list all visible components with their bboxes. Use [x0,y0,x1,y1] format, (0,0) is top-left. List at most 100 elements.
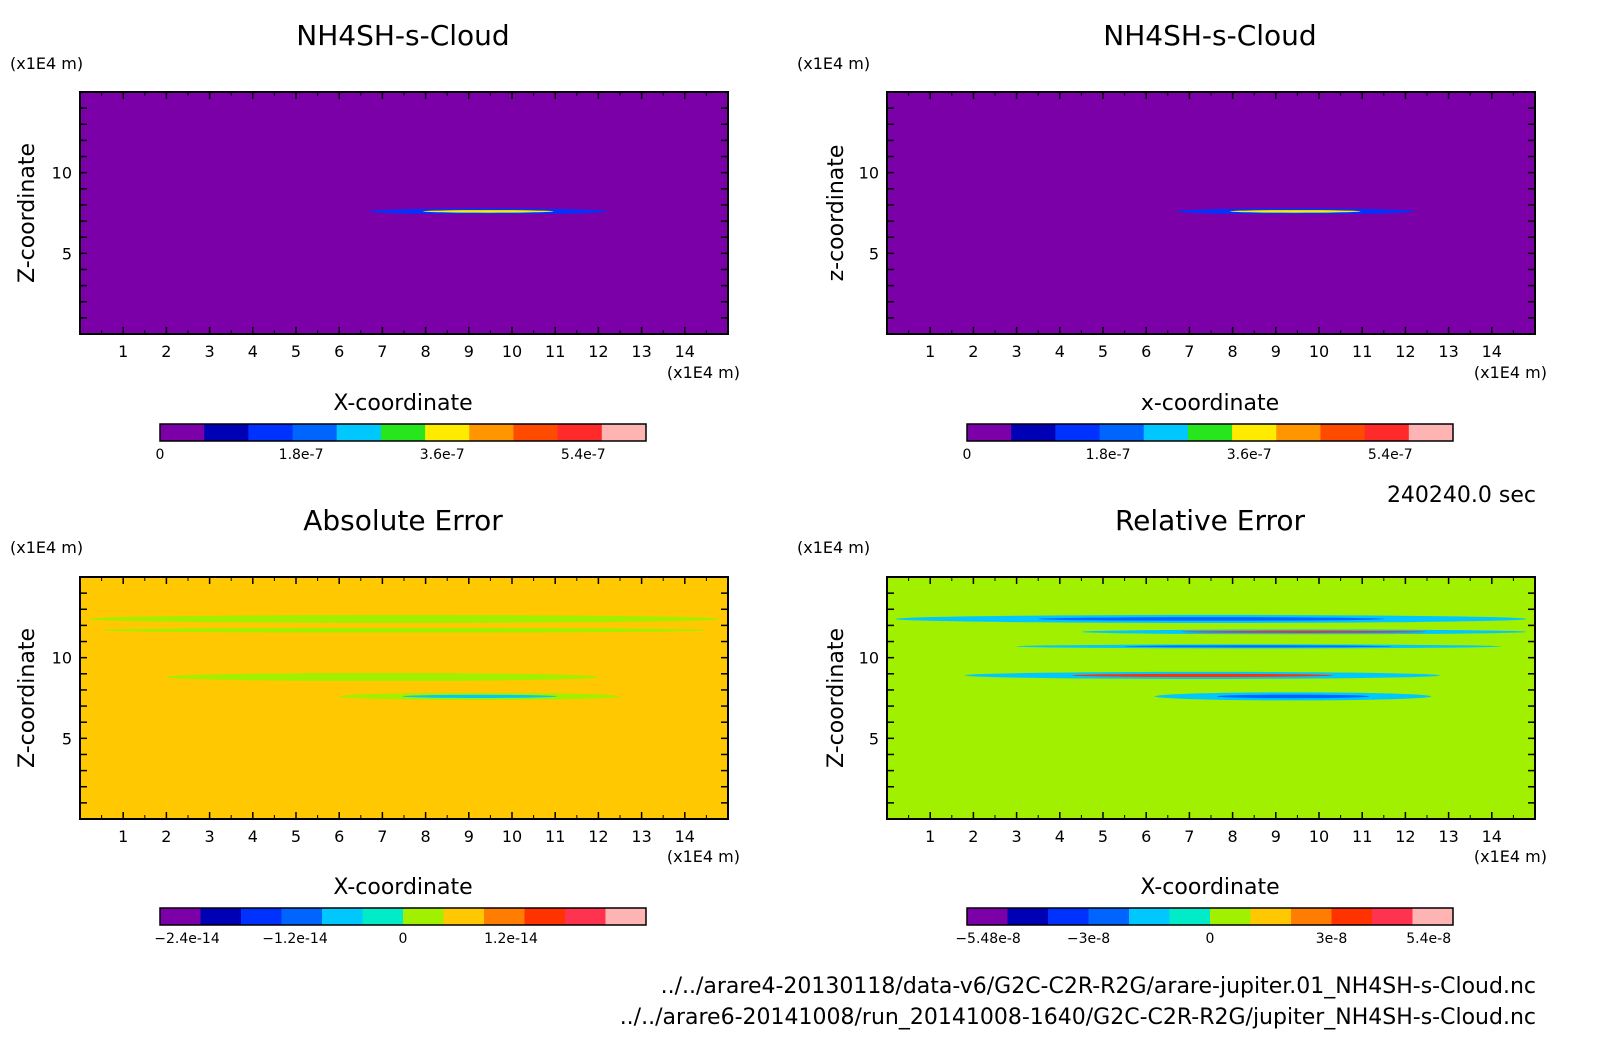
colorbar: −5.48e-8 −3e-8 0 3e-8 5.4e-8 [955,907,1454,947]
colorbar: 0 1.8e-7 3.6e-7 5.4e-7 [963,423,1454,463]
x-tick-label: 13 [1438,827,1458,846]
colorbar-swatch [1276,424,1321,441]
heatmap-feature-core [1229,210,1361,213]
panel-nh4sh-cloud-1: NH4SH-s-Cloud (x1E4 m) (x1E4 m) X-coordi… [10,19,740,463]
x-tick-label: 12 [588,342,608,361]
y-tick-label: 5 [62,729,72,748]
colorbar-swatch [443,908,485,925]
x-axis-label: X-coordinate [333,391,472,416]
x-tick-label: 6 [334,827,344,846]
colorbar-swatch [1331,908,1373,925]
colorbar-swatch [1007,908,1049,925]
colorbar-tick-label: 3.6e-7 [420,447,465,463]
x-tick-label: 3 [205,342,215,361]
colorbar-tick-label: −3e-8 [1067,931,1110,947]
colorbar-swatch [1143,424,1189,441]
colorbar-frame [966,907,1454,926]
x-tick-label: 9 [1271,342,1281,361]
y-unit-label: (x1E4 m) [797,538,870,557]
x-tick-label: 3 [1012,342,1022,361]
colorbar-swatch [1291,908,1332,925]
x-tick-label: 10 [502,827,522,846]
x-tick-label: 7 [377,827,387,846]
colorbar-swatch [1320,424,1366,441]
colorbar-swatch [322,908,363,925]
x-tick-label: 11 [1352,827,1372,846]
x-unit-label: (x1E4 m) [667,363,740,382]
colorbar-tick-label: 0 [399,931,408,947]
x-tick-label: 3 [1012,827,1022,846]
x-tick-label: 2 [968,342,978,361]
x-tick-label: 4 [248,342,258,361]
colorbar-swatch [565,908,606,925]
heatmap-feature-core [1037,617,1385,621]
colorbar-swatch [281,908,323,925]
heatmap-feature-core [230,617,578,621]
colorbar-tick-label: 5.4e-7 [561,447,606,463]
colorbar-tick-label: 3e-8 [1316,931,1347,947]
x-tick-label: 12 [588,827,608,846]
colorbar-frame [159,423,647,442]
colorbar-swatch [241,908,282,925]
x-tick-label: 12 [1395,827,1415,846]
x-tick-label: 5 [1098,342,1108,361]
colorbar-swatch [1088,908,1130,925]
x-tick-label: 7 [377,342,387,361]
colorbar-swatch [380,424,426,441]
x-tick-label: 13 [631,827,651,846]
panel-absolute-error: Absolute Error (x1E4 m) (x1E4 m) X-coord… [10,504,740,947]
colorbar-swatch [967,424,1012,441]
colorbar-tick-label: 5.4e-7 [1368,447,1413,463]
heatmap-feature-core [237,629,571,632]
footer-path-1: ../../arare4-20130118/data-v6/G2C-C2R-R2… [661,974,1536,999]
x-axis-label: x-coordinate [1141,391,1279,416]
colorbar-swatch [1055,424,1101,441]
colorbar-frame [966,423,1454,442]
colorbar: −2.4e-14 −1.2e-14 0 1.2e-14 [154,907,647,947]
x-axis-label: X-coordinate [333,875,472,900]
y-tick-label: 10 [859,649,879,668]
x-tick-label: 4 [1055,827,1065,846]
x-tick-label: 14 [1482,342,1502,361]
x-tick-label: 7 [1184,342,1194,361]
panel-title: Absolute Error [303,504,503,537]
colorbar-tick-label: −1.2e-14 [262,931,328,947]
colorbar-swatch [469,424,514,441]
y-tick-label: 10 [52,164,72,183]
colorbar-swatch [1048,908,1089,925]
colorbar-swatch [1169,908,1211,925]
colorbar-swatch [403,908,444,925]
x-tick-label: 1 [118,342,128,361]
x-tick-label: 10 [502,342,522,361]
x-tick-label: 5 [291,342,301,361]
y-unit-label: (x1E4 m) [10,54,83,73]
y-axis-label: Z-coordinate [15,628,40,768]
heatmap-feature-core [422,210,554,213]
x-tick-label: 9 [464,342,474,361]
colorbar-swatch [601,424,647,441]
colorbar: 0 1.8e-7 3.6e-7 5.4e-7 [156,423,647,463]
x-tick-label: 11 [545,827,565,846]
x-tick-label: 8 [421,342,431,361]
y-tick-label: 5 [869,244,879,263]
colorbar-tick-label: −5.48e-8 [955,931,1020,947]
heatmap-feature-core [263,675,502,679]
colorbar-swatch [160,908,201,925]
colorbar-swatch [425,424,470,441]
y-tick-label: 5 [62,244,72,263]
x-tick-label: 14 [1482,827,1502,846]
colorbar-swatch [362,908,404,925]
colorbar-swatch [1250,908,1292,925]
colorbar-swatch [967,908,1008,925]
colorbar-swatch [1412,908,1454,925]
colorbar-tick-label: 0 [963,447,972,463]
colorbar-tick-label: 1.8e-7 [279,447,324,463]
x-tick-label: 11 [1352,342,1372,361]
x-tick-label: 13 [631,342,651,361]
colorbar-swatch [336,424,382,441]
x-tick-label: 1 [925,827,935,846]
colorbar-frame [159,907,647,926]
